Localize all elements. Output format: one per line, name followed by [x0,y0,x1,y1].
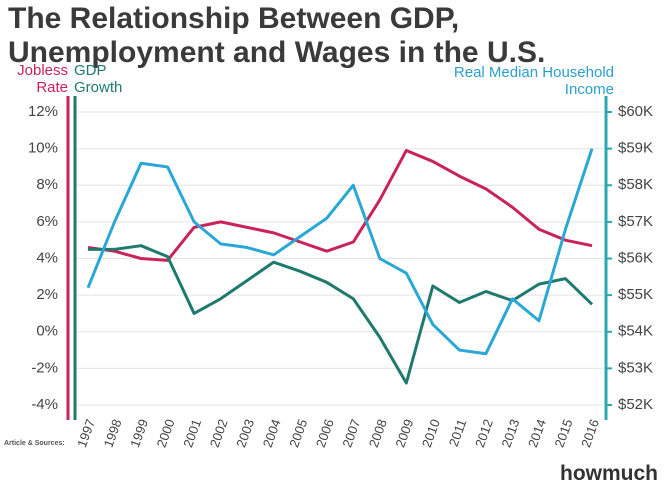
x-tick-label: 2001 [180,417,204,449]
y-tick-label: 12% [28,103,58,120]
y-tick-label: 6% [36,213,58,230]
y2-tick-label: $56K [618,249,653,266]
y-axis-label: Jobless Rate [17,62,68,96]
y2-tick-label: $60K [618,103,653,120]
x-tick-label: 2002 [207,417,231,449]
y-tick-label: -2% [31,359,58,376]
y2-tick-label: $53K [618,359,653,376]
x-tick-label: 2013 [498,417,522,449]
brand: howmuch [560,462,658,485]
x-tick-label: 2010 [419,417,443,449]
x-tick-label: 2009 [392,417,416,449]
x-tick-label: 2007 [339,417,363,449]
y2-tick-label: $59K [618,140,653,157]
y-tick-label: -4% [31,396,58,413]
x-tick-label: 2014 [525,417,549,449]
series-line [88,244,594,385]
x-tick-label: 2000 [154,417,178,449]
y2-axis-label: Real Median Household Income [453,64,614,98]
x-tick-label: 2008 [366,417,390,449]
y-tick-label: 4% [36,249,58,266]
x-tick-label: 2012 [472,417,496,449]
y2-tick-label: $55K [618,286,653,303]
x-tick-label: 1998 [101,417,125,449]
x-tick-label: 2006 [313,417,337,449]
y2-tick-label: $54K [618,323,653,340]
source-note: Article & Sources: [4,440,65,447]
x-tick-label: 2016 [578,417,602,449]
chart-title: The Relationship Between GDP, Unemployme… [8,2,546,69]
y2-tick-label: $52K [618,396,653,413]
y2-tick-label: $57K [618,213,653,230]
x-tick-label: 1997 [74,417,98,449]
series-line [87,148,593,262]
x-tick-label: 2005 [286,417,310,449]
y-tick-label: 8% [36,176,58,193]
x-tick-label: 2011 [446,417,470,448]
series-line [86,148,594,356]
y-axis-label: GDP Growth [74,62,123,96]
x-tick-label: 1999 [127,417,151,449]
y-tick-label: 10% [28,140,58,157]
x-tick-label: 2004 [260,417,284,449]
y2-tick-label: $58K [618,176,653,193]
y-tick-label: 2% [36,286,58,303]
y-tick-label: 0% [36,323,58,340]
x-tick-label: 2015 [552,417,576,449]
x-tick-label: 2003 [233,417,257,449]
